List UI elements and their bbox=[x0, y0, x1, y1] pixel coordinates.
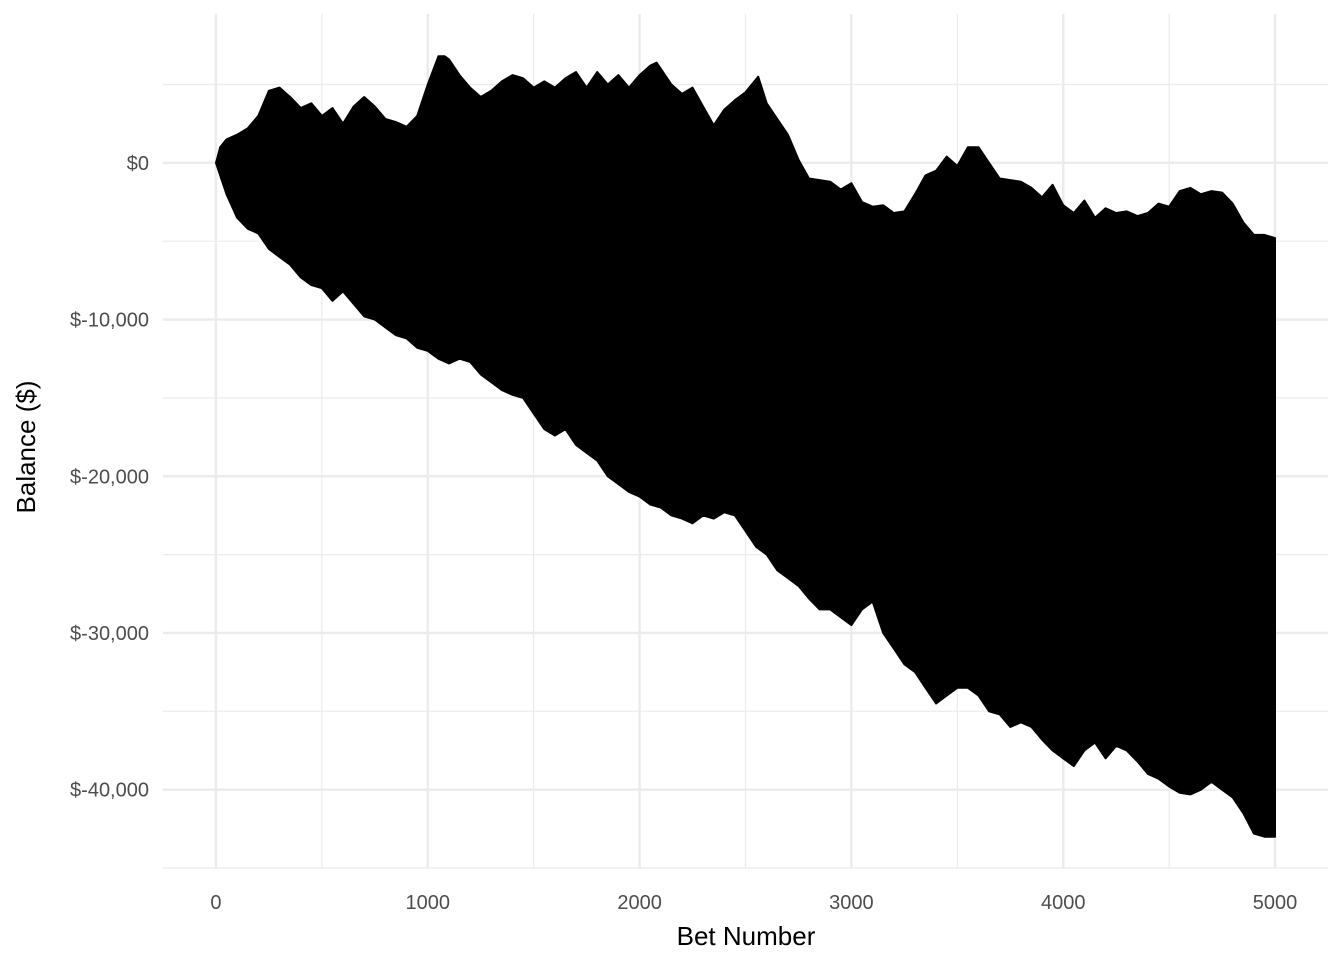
x-tick-label: 0 bbox=[210, 892, 221, 914]
y-tick-label: $0 bbox=[127, 153, 149, 175]
x-tick-label: 3000 bbox=[829, 892, 874, 914]
x-tick-label: 1000 bbox=[406, 892, 451, 914]
x-axis-title: Bet Number bbox=[677, 921, 816, 951]
y-tick-label: $-40,000 bbox=[70, 780, 149, 802]
balance-range-area bbox=[215, 55, 1276, 838]
y-tick-label: $-20,000 bbox=[70, 466, 149, 488]
y-axis-tick-labels: $0 $-10,000 $-20,000 $-30,000 $-40,000 bbox=[70, 153, 149, 802]
x-axis-tick-labels: 0 1000 2000 3000 4000 5000 bbox=[210, 892, 1297, 914]
x-tick-label: 5000 bbox=[1253, 892, 1298, 914]
y-tick-label: $-10,000 bbox=[70, 310, 149, 332]
x-tick-label: 4000 bbox=[1041, 892, 1086, 914]
y-axis-title: Balance ($) bbox=[11, 381, 41, 514]
y-tick-label: $-30,000 bbox=[70, 623, 149, 645]
x-tick-label: 2000 bbox=[617, 892, 662, 914]
